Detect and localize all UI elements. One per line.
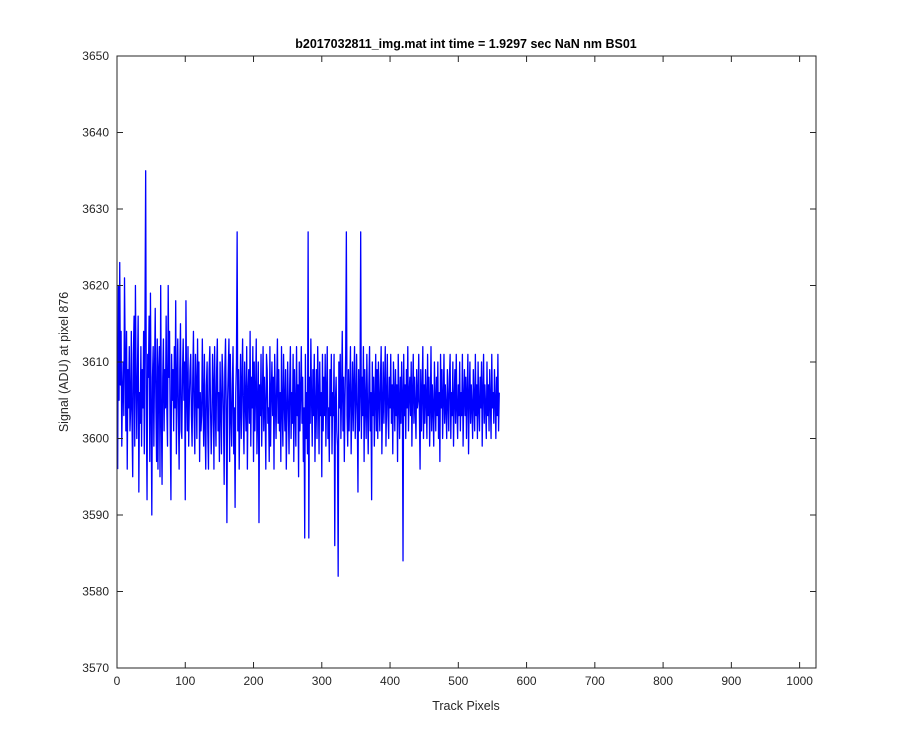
x-tick-label: 200 xyxy=(244,674,264,688)
y-tick-label: 3590 xyxy=(82,508,109,522)
x-tick-label: 100 xyxy=(175,674,195,688)
x-tick-label: 500 xyxy=(448,674,468,688)
y-tick-label: 3570 xyxy=(82,661,109,675)
x-tick-label: 800 xyxy=(653,674,673,688)
plot-frame xyxy=(116,55,817,669)
y-tick-label: 3610 xyxy=(82,355,109,369)
x-tick-label: 600 xyxy=(517,674,537,688)
x-axis-label: Track Pixels xyxy=(432,699,500,713)
y-axis-label: Signal (ADU) at pixel 876 xyxy=(57,292,71,432)
x-tick-label: 400 xyxy=(380,674,400,688)
chart-title: b2017032811_img.mat int time = 1.9297 se… xyxy=(295,37,637,51)
y-tick-label: 3580 xyxy=(82,585,109,599)
y-tick-label: 3630 xyxy=(82,202,109,216)
x-tick-label: 700 xyxy=(585,674,605,688)
y-tick-label: 3620 xyxy=(82,279,109,293)
x-tick-label: 900 xyxy=(721,674,741,688)
y-tick-label: 3640 xyxy=(82,126,109,140)
ticks: 0 100 200 300 400 500 600 700 800 900 1000 3570 3580… xyxy=(82,49,816,688)
y-tick-label: 3650 xyxy=(82,49,109,63)
x-tick-label: 300 xyxy=(312,674,332,688)
y-tick-label: 3600 xyxy=(82,432,109,446)
x-tick-label: 1000 xyxy=(786,674,813,688)
x-tick-label: 0 xyxy=(114,674,121,688)
series-line xyxy=(117,170,500,577)
data-layer xyxy=(117,170,500,577)
